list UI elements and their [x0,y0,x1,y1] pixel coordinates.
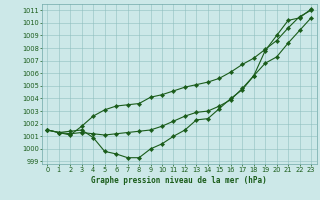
X-axis label: Graphe pression niveau de la mer (hPa): Graphe pression niveau de la mer (hPa) [91,176,267,185]
